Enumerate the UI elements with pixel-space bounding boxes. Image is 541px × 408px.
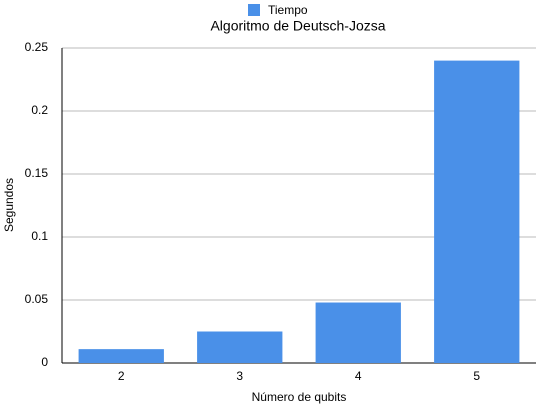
y-tick-label: 0.25 (25, 40, 49, 54)
y-tick-label: 0.2 (31, 103, 48, 117)
bar (78, 349, 164, 363)
x-tick-label: 3 (236, 369, 243, 383)
x-tick-label: 4 (355, 369, 362, 383)
y-tick-label: 0 (41, 355, 48, 369)
legend-label: Tiempo (268, 3, 308, 17)
x-tick-label: 5 (473, 369, 480, 383)
bar (315, 302, 401, 363)
legend-swatch (248, 4, 260, 16)
y-axis-label: Segundos (2, 178, 16, 232)
x-tick-label: 2 (118, 369, 125, 383)
bar (197, 331, 283, 363)
y-tick-label: 0.05 (25, 292, 49, 306)
chart-title: Algoritmo de Deutsch-Jozsa (210, 18, 385, 34)
bar (434, 60, 520, 363)
x-axis-label: Número de qubits (252, 390, 347, 404)
y-tick-label: 0.15 (25, 166, 49, 180)
y-tick-label: 0.1 (31, 229, 48, 243)
